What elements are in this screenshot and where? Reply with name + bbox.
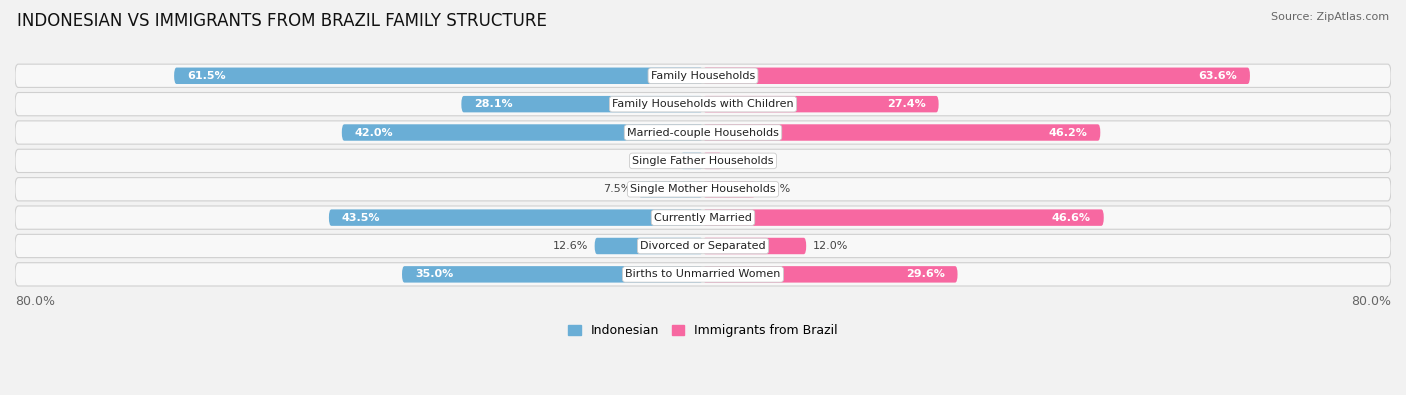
Text: Source: ZipAtlas.com: Source: ZipAtlas.com xyxy=(1271,12,1389,22)
FancyBboxPatch shape xyxy=(703,124,1101,141)
Text: Single Father Households: Single Father Households xyxy=(633,156,773,166)
Text: 6.1%: 6.1% xyxy=(762,184,790,194)
FancyBboxPatch shape xyxy=(703,209,1104,226)
FancyBboxPatch shape xyxy=(703,181,755,198)
FancyBboxPatch shape xyxy=(638,181,703,198)
Text: Births to Unmarried Women: Births to Unmarried Women xyxy=(626,269,780,279)
Text: Single Mother Households: Single Mother Households xyxy=(630,184,776,194)
Text: 29.6%: 29.6% xyxy=(905,269,945,279)
Text: 27.4%: 27.4% xyxy=(887,99,925,109)
Text: Divorced or Separated: Divorced or Separated xyxy=(640,241,766,251)
FancyBboxPatch shape xyxy=(402,266,703,282)
FancyBboxPatch shape xyxy=(595,238,703,254)
Text: 80.0%: 80.0% xyxy=(15,295,55,308)
Legend: Indonesian, Immigrants from Brazil: Indonesian, Immigrants from Brazil xyxy=(564,320,842,342)
FancyBboxPatch shape xyxy=(15,234,1391,258)
FancyBboxPatch shape xyxy=(461,96,703,112)
FancyBboxPatch shape xyxy=(703,68,1250,84)
Text: 43.5%: 43.5% xyxy=(342,213,380,223)
Text: 2.2%: 2.2% xyxy=(728,156,758,166)
Text: 46.6%: 46.6% xyxy=(1052,213,1091,223)
FancyBboxPatch shape xyxy=(15,206,1391,229)
Text: Family Households: Family Households xyxy=(651,71,755,81)
Text: Married-couple Households: Married-couple Households xyxy=(627,128,779,137)
Text: INDONESIAN VS IMMIGRANTS FROM BRAZIL FAMILY STRUCTURE: INDONESIAN VS IMMIGRANTS FROM BRAZIL FAM… xyxy=(17,12,547,30)
Text: 12.6%: 12.6% xyxy=(553,241,588,251)
FancyBboxPatch shape xyxy=(15,178,1391,201)
Text: Family Households with Children: Family Households with Children xyxy=(612,99,794,109)
Text: Currently Married: Currently Married xyxy=(654,213,752,223)
Text: 63.6%: 63.6% xyxy=(1198,71,1237,81)
Text: 2.6%: 2.6% xyxy=(645,156,673,166)
Text: 35.0%: 35.0% xyxy=(415,269,453,279)
FancyBboxPatch shape xyxy=(703,96,939,112)
FancyBboxPatch shape xyxy=(703,152,721,169)
Text: 61.5%: 61.5% xyxy=(187,71,225,81)
FancyBboxPatch shape xyxy=(15,64,1391,87)
FancyBboxPatch shape xyxy=(15,92,1391,116)
Text: 80.0%: 80.0% xyxy=(1351,295,1391,308)
FancyBboxPatch shape xyxy=(681,152,703,169)
FancyBboxPatch shape xyxy=(15,263,1391,286)
FancyBboxPatch shape xyxy=(15,149,1391,173)
FancyBboxPatch shape xyxy=(174,68,703,84)
FancyBboxPatch shape xyxy=(342,124,703,141)
FancyBboxPatch shape xyxy=(15,121,1391,144)
Text: 28.1%: 28.1% xyxy=(474,99,513,109)
Text: 46.2%: 46.2% xyxy=(1049,128,1087,137)
FancyBboxPatch shape xyxy=(703,238,806,254)
FancyBboxPatch shape xyxy=(703,266,957,282)
FancyBboxPatch shape xyxy=(329,209,703,226)
Text: 7.5%: 7.5% xyxy=(603,184,631,194)
Text: 42.0%: 42.0% xyxy=(354,128,394,137)
Text: 12.0%: 12.0% xyxy=(813,241,848,251)
